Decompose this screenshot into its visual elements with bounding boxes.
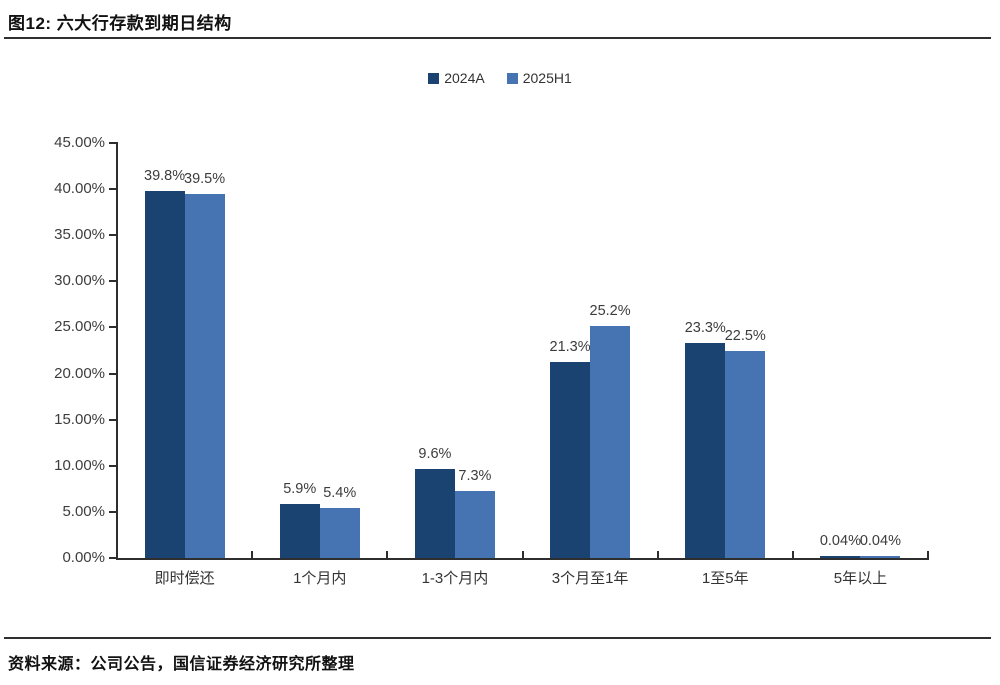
value-label-2024A: 5.9% bbox=[283, 480, 317, 497]
value-label-2025H1: 25.2% bbox=[589, 302, 631, 319]
x-axis-tick bbox=[521, 551, 524, 558]
title-divider bbox=[4, 37, 991, 39]
x-axis-label: 1个月内 bbox=[293, 570, 347, 587]
y-axis-label: 5.00% bbox=[62, 502, 105, 520]
y-axis-tick bbox=[109, 418, 116, 421]
x-axis-label: 5年以上 bbox=[833, 570, 888, 587]
bar-2025H1-1至5年 bbox=[725, 350, 766, 558]
y-axis-tick bbox=[109, 188, 116, 191]
legend-swatch-2025H1 bbox=[506, 72, 518, 84]
bar-2024A-1至5年 bbox=[685, 343, 726, 558]
bar-2025H1-5年以上 bbox=[860, 556, 901, 558]
y-axis-tick bbox=[109, 510, 116, 513]
value-label-2025H1: 39.5% bbox=[184, 170, 226, 187]
y-axis-label: 20.00% bbox=[54, 364, 105, 382]
source-note: 资料来源：公司公告，国信证券经济研究所整理 bbox=[8, 656, 355, 673]
y-axis-label: 10.00% bbox=[54, 456, 105, 474]
value-label-2025H1: 7.3% bbox=[458, 467, 492, 484]
x-axis-label: 1-3个月内 bbox=[421, 570, 489, 587]
x-axis-tick bbox=[386, 551, 389, 558]
bar-2025H1-1-3个月内 bbox=[454, 490, 495, 558]
value-label-2025H1: 22.5% bbox=[724, 327, 766, 344]
bar-2025H1-1个月内 bbox=[319, 508, 360, 558]
value-label-2025H1: 5.4% bbox=[323, 485, 357, 502]
y-axis-label: 40.00% bbox=[54, 180, 105, 198]
x-axis-line bbox=[116, 558, 929, 560]
y-axis-label: 0.00% bbox=[62, 549, 105, 566]
y-axis-label: 15.00% bbox=[54, 410, 105, 428]
x-axis-label: 即时偿还 bbox=[154, 570, 215, 587]
x-axis-label: 1至5年 bbox=[701, 570, 749, 587]
y-axis-tick bbox=[109, 372, 116, 375]
y-axis-label: 35.00% bbox=[54, 226, 105, 244]
bar-2024A-5年以上 bbox=[820, 556, 861, 558]
legend-swatch-2024A bbox=[428, 72, 440, 84]
x-axis-tick bbox=[791, 551, 794, 558]
bar-2025H1-3个月至1年 bbox=[590, 325, 631, 558]
legend-item-2025H1: 2025H1 bbox=[506, 70, 572, 86]
figure-title: 图12: 六大行存款到期日结构 bbox=[8, 14, 232, 33]
y-axis-label: 30.00% bbox=[54, 272, 105, 290]
bar-2024A-即时偿还 bbox=[144, 190, 185, 558]
bar-2024A-3个月至1年 bbox=[550, 361, 591, 558]
legend-label: 2025H1 bbox=[522, 70, 572, 86]
value-label-2024A: 39.8% bbox=[144, 167, 186, 184]
bar-2024A-1个月内 bbox=[279, 503, 320, 558]
value-label-2025H1: 0.04% bbox=[859, 533, 901, 549]
value-label-2024A: 9.6% bbox=[418, 446, 452, 463]
y-axis-line bbox=[116, 142, 118, 560]
x-axis-label: 3个月至1年 bbox=[551, 570, 629, 587]
y-axis-label: 25.00% bbox=[54, 318, 105, 336]
chart-legend: 2024A 2025H1 bbox=[0, 70, 1000, 86]
y-axis-tick bbox=[109, 326, 116, 329]
legend-label: 2024A bbox=[444, 70, 485, 86]
y-axis-tick bbox=[109, 557, 116, 559]
y-axis-tick bbox=[109, 464, 116, 467]
value-label-2024A: 21.3% bbox=[549, 338, 591, 355]
value-label-2024A: 23.3% bbox=[684, 320, 726, 337]
bar-2025H1-即时偿还 bbox=[184, 193, 225, 558]
value-label-2024A: 0.04% bbox=[819, 533, 861, 549]
y-axis-label: 45.00% bbox=[54, 134, 105, 151]
x-axis-tick bbox=[927, 551, 929, 558]
x-axis-tick bbox=[656, 551, 659, 558]
bar-2024A-1-3个月内 bbox=[414, 469, 455, 558]
y-axis-tick bbox=[109, 142, 116, 144]
footer-divider bbox=[4, 637, 991, 639]
y-axis-tick bbox=[109, 280, 116, 283]
legend-item-2024A: 2024A bbox=[428, 70, 485, 86]
x-axis-tick bbox=[251, 551, 254, 558]
y-axis-tick bbox=[109, 234, 116, 237]
